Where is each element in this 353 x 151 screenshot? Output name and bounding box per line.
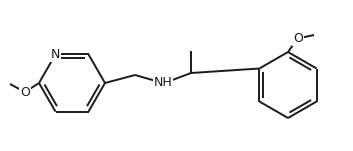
Text: NH: NH: [154, 77, 172, 90]
Text: O: O: [293, 32, 303, 45]
Text: N: N: [51, 48, 60, 61]
Text: O: O: [20, 85, 30, 98]
